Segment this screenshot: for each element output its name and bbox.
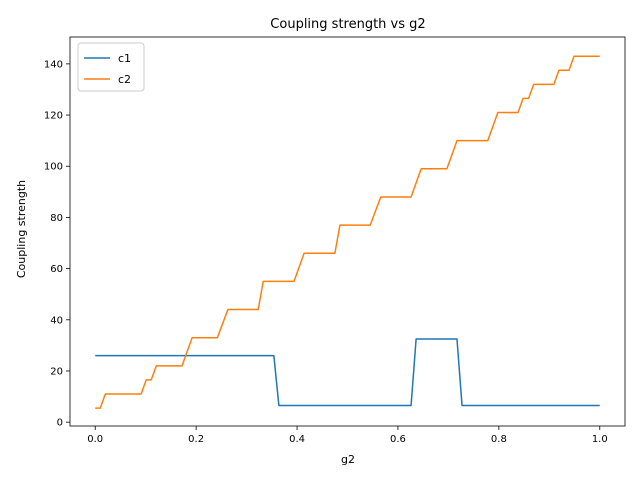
legend-label-c1: c1 [118, 52, 131, 65]
legend-label-c2: c2 [118, 73, 131, 86]
x-tick-label: 0.8 [491, 434, 507, 445]
y-tick-label: 60 [50, 264, 63, 275]
x-axis-label: g2 [341, 453, 355, 466]
x-tick-label: 0.6 [390, 434, 406, 445]
y-tick-label: 140 [44, 59, 63, 70]
y-tick-label: 120 [44, 111, 63, 122]
x-tick-label: 0.2 [188, 434, 204, 445]
y-axis: 0 20 40 60 80 100 120 140 [44, 59, 70, 429]
y-tick-label: 40 [50, 315, 63, 326]
legend: c1 c2 [77, 42, 145, 92]
y-tick-label: 100 [44, 162, 63, 173]
series-line-c2 [95, 55, 600, 409]
axes-frame [69, 36, 626, 427]
x-axis: 0.0 0.2 0.4 0.6 0.8 1.0 [87, 426, 608, 445]
y-tick-label: 80 [50, 213, 63, 224]
y-tick-label: 20 [50, 366, 63, 377]
x-tick-label: 0.0 [87, 434, 103, 445]
y-tick-label: 0 [57, 418, 63, 429]
x-tick-label: 1.0 [592, 434, 608, 445]
y-axis-label: Coupling strength [15, 180, 28, 278]
chart-title: Coupling strength vs g2 [270, 17, 425, 32]
x-tick-label: 0.4 [289, 434, 305, 445]
plot-area [69, 36, 626, 427]
series-line-c1 [95, 338, 600, 407]
legend-box [77, 42, 145, 92]
